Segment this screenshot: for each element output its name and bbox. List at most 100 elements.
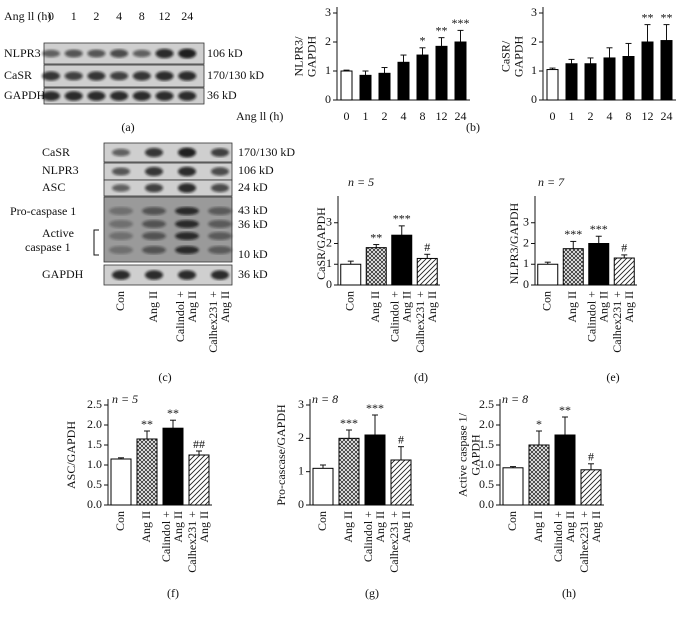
x-tick-label: 8 (420, 109, 426, 123)
y-tick-label: 0 (298, 497, 304, 511)
y-axis-label: CaSR/ (498, 40, 512, 72)
y-tick-label: 3 (531, 5, 537, 19)
blot-band (142, 232, 166, 240)
x-tick-label: Ang II (563, 511, 577, 543)
bracket (93, 229, 99, 256)
blot-strip (103, 142, 233, 163)
y-tick-label: 1.5 (479, 437, 494, 451)
blot-row-label: Active (42, 226, 74, 240)
x-tick-label: 2 (382, 109, 388, 123)
blot-band (64, 49, 83, 58)
y-axis-label: Pro-cascase/GAPDH (274, 404, 288, 506)
x-tick-label: Ang II (139, 511, 153, 543)
x-tick-label: Calhex231 + (387, 511, 401, 573)
blot-band (145, 147, 163, 158)
blot-size-label: 106 kD (238, 163, 274, 177)
y-axis-label: GAPDH (304, 36, 318, 78)
blot-band (178, 147, 196, 158)
lane-label: Calindol + (173, 291, 187, 342)
y-axis-label: ASC/GAPDH (64, 421, 78, 489)
significance-label: ** (141, 417, 153, 431)
x-tick-label: Calindol + (388, 291, 402, 342)
panel-label: (h) (562, 586, 576, 600)
significance-label: ## (193, 437, 205, 451)
blot-row-label: ASC (42, 180, 65, 194)
blot-strip (103, 179, 233, 197)
n-label: n = 8 (502, 392, 528, 406)
x-tick-label: 0 (550, 109, 556, 123)
blot-band (155, 71, 174, 81)
x-tick-label: Con (540, 291, 554, 311)
n-label: n = 8 (312, 392, 338, 406)
blot-strip (103, 264, 233, 286)
y-tick-label: 2 (531, 34, 537, 48)
lane-label: 12 (159, 9, 171, 23)
x-tick-label: Ang II (373, 511, 387, 543)
blot-band (175, 232, 199, 240)
x-tick-label: Ang II (622, 291, 636, 323)
y-tick-label: 2 (326, 235, 332, 249)
x-tick-label: Calindol + (361, 511, 375, 562)
bar (562, 248, 584, 286)
blot-size-label: 106 kD (207, 46, 243, 60)
x-tick-label: Ang II (341, 511, 355, 543)
blot-band (87, 71, 106, 81)
y-tick-label: 2 (325, 34, 331, 48)
bar (188, 454, 210, 506)
blot-band (175, 246, 199, 254)
n-label: n = 7 (538, 175, 565, 189)
y-tick-label: 0 (325, 92, 331, 106)
blot-size-label: 43 kD (238, 203, 268, 217)
bar (435, 45, 448, 101)
blot-band (112, 167, 130, 176)
significance-label: # (621, 241, 627, 255)
blot-band (132, 71, 151, 81)
blot-row-label: NLPR3 (42, 163, 79, 177)
blot-band (145, 166, 163, 177)
blot-band (178, 91, 197, 101)
n-label: n = 5 (112, 392, 138, 406)
x-tick-label: Ang II (425, 291, 439, 323)
y-tick-label: 2 (298, 430, 304, 444)
y-tick-label: 1.0 (87, 457, 102, 471)
x-tick-label: Ang II (197, 511, 211, 543)
blot-row-label: GAPDH (4, 88, 46, 102)
y-axis-label: NLPR3/GAPDH (507, 203, 521, 285)
blot-band (208, 220, 232, 228)
blot-band (178, 71, 197, 81)
significance-label: ** (436, 23, 448, 37)
x-tick-label: Calindol + (551, 511, 565, 562)
blot-band (110, 49, 129, 58)
y-tick-label: 0 (326, 277, 332, 291)
bar (340, 70, 353, 101)
x-tick-label: Ang II (531, 511, 545, 543)
y-tick-label: 1.0 (479, 457, 494, 471)
y-axis-label: NLPR3/ (291, 36, 305, 77)
bar (397, 61, 410, 101)
y-tick-label: 2.0 (87, 417, 102, 431)
x-tick-label: 4 (607, 109, 613, 123)
bar (416, 257, 438, 286)
bar (641, 41, 654, 101)
y-tick-label: 0 (531, 92, 537, 106)
y-tick-label: 1 (298, 463, 304, 477)
x-tick-label: Calhex231 + (610, 291, 624, 353)
lane-label: 1 (71, 9, 77, 23)
blot-size-label: 36 kD (238, 217, 268, 231)
bar (622, 56, 635, 101)
panel-label: (g) (365, 586, 379, 600)
x-tick-label: Con (505, 511, 519, 531)
significance-label: *** (393, 212, 411, 226)
lane-label: 24 (181, 9, 193, 23)
lane-label: 8 (139, 9, 145, 23)
significance-label: ** (559, 403, 571, 417)
bar (580, 469, 602, 506)
x-tick-label: Con (113, 511, 127, 531)
blot-band (211, 167, 229, 176)
bar (584, 63, 597, 101)
blot-band (112, 148, 130, 157)
blot-band (142, 220, 166, 228)
significance-label: # (398, 432, 404, 446)
blot-band (208, 246, 232, 254)
bar (454, 41, 467, 101)
